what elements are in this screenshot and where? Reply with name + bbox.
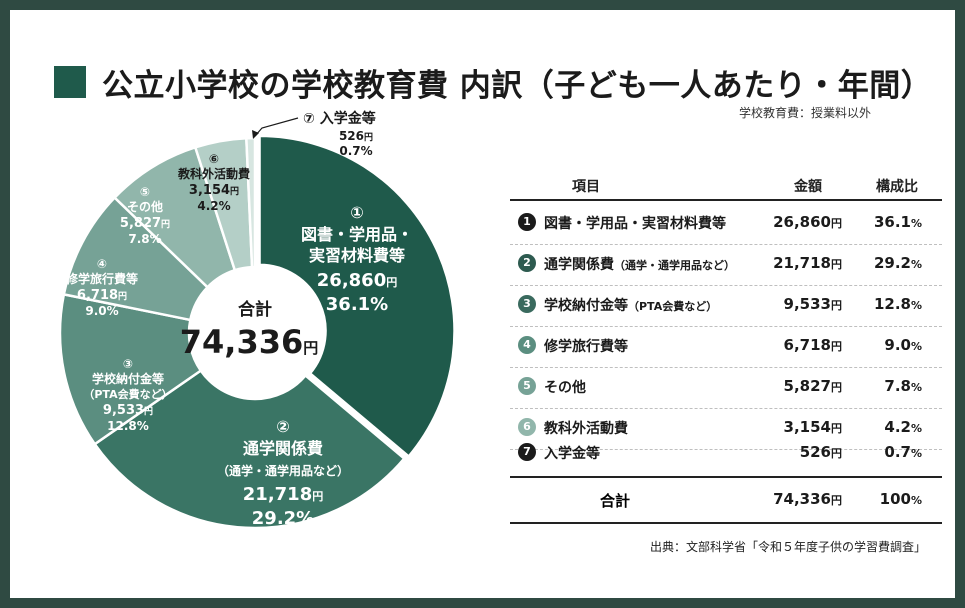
slice-number-label: ⑥ [209, 152, 219, 166]
slice-amount-label: 9,533円 [103, 403, 153, 418]
total-ratio: 100% [879, 490, 922, 508]
row-amount: 9,533円 [783, 295, 842, 313]
slice-number-label: ② [276, 417, 290, 436]
slice-number-label: ④ [97, 257, 107, 271]
row-label: 通学関係費（通学・通学用品など） [544, 257, 735, 273]
donut-center [190, 268, 320, 398]
slice-category-label: 図書・学用品・ [301, 225, 413, 244]
slice-category-label: 学校納付金等 [92, 371, 164, 386]
table-row: 1 図書・学用品・実習材料費等 26,860円 36.1% [510, 204, 942, 245]
table-row: 3 学校納付金等（PTA会費など） 9,533円 12.8% [510, 286, 942, 327]
row-ratio: 0.7% [884, 443, 922, 461]
donut-slice [245, 136, 257, 269]
slice-amount-label: 26,860円 [317, 270, 397, 291]
row-label: 図書・学用品・実習材料費等 [544, 216, 726, 232]
slice-category-label: その他 [127, 199, 163, 214]
row-amount: 6,718円 [783, 336, 842, 354]
table-row: 5 その他 5,827円 7.8% [510, 368, 942, 409]
slice-amount-label: 3,154円 [189, 183, 239, 198]
row-amount: 5,827円 [783, 377, 842, 395]
row-amount: 526円 [799, 443, 842, 461]
center-total-value: 74,336円 [180, 323, 319, 361]
slice-amount-label: 5,827円 [120, 216, 170, 231]
callout-arrowhead [252, 130, 259, 139]
table-row: 6 教科外活動費 3,154円 4.2% [510, 409, 942, 450]
total-amount: 74,336円 [773, 490, 842, 508]
slice-category-label: （PTA会費など） [83, 387, 172, 401]
row-amount: 21,718円 [773, 254, 842, 272]
donut-slice [258, 134, 456, 459]
row-amount: 3,154円 [783, 418, 842, 436]
row-number-badge: 2 [518, 254, 536, 272]
row-label: その他 [544, 380, 586, 396]
row-amount: 26,860円 [773, 213, 842, 231]
row-ratio: 4.2% [884, 418, 922, 436]
total-label: 合計 [600, 492, 631, 510]
row-label: 修学旅行費等 [544, 339, 628, 355]
title-marker [54, 66, 86, 98]
row-ratio: 29.2% [873, 254, 922, 272]
slice-number-label: ⑤ [140, 185, 150, 199]
table-row: 4 修学旅行費等 6,718円 9.0% [510, 327, 942, 368]
slice-category-label: 通学関係費 [243, 439, 323, 458]
slice-amount-label: 6,718円 [77, 288, 127, 303]
row-number-badge: 6 [518, 418, 536, 436]
slice-percent-label: 29.2% [252, 508, 314, 529]
slice-percent-label: 12.8% [107, 419, 149, 433]
table-header-ratio: 構成比 [876, 179, 918, 195]
table-row: 7 入学金等 526円 0.7% [510, 434, 942, 474]
row-number-badge: 3 [518, 295, 536, 313]
row-number-badge: 1 [518, 213, 536, 231]
row-label: 入学金等 [544, 446, 600, 462]
slice-number-label: ① [350, 203, 364, 222]
center-total-label: 合計 [238, 299, 272, 320]
row-ratio: 36.1% [873, 213, 922, 231]
row-ratio: 9.0% [884, 336, 922, 354]
slice-category-label: （通学・通学用品など） [217, 463, 349, 478]
row-number-badge: 5 [518, 377, 536, 395]
table-row: 2 通学関係費（通学・通学用品など） 21,718円 29.2% [510, 245, 942, 286]
slice-category-label: 実習材料費等 [309, 246, 405, 265]
donut-slice [93, 368, 406, 530]
slice-percent-label: 7.8% [128, 232, 161, 246]
slice-callout-label: ⑦ 入学金等 [303, 110, 376, 127]
callout-leader-line [254, 117, 299, 137]
slice-category-label: 教科外活動費 [177, 166, 250, 181]
slice-percent-label: 0.7% [339, 144, 372, 158]
subtitle-note: 学校教育費：授業料以外 [739, 106, 872, 120]
row-number-badge: 4 [518, 336, 536, 354]
table-header-amount: 金額 [794, 179, 822, 195]
row-label: 学校納付金等（PTA会費など） [544, 298, 718, 314]
slice-percent-label: 36.1% [326, 294, 388, 315]
page-title: 公立小学校の学校教育費 内訳（子ども一人あたり・年間） [102, 68, 933, 104]
table-header-rule [510, 199, 942, 201]
slice-amount-label: 21,718円 [243, 484, 323, 505]
slice-amount-label: 526円 [339, 129, 373, 143]
source-note: 出典：文部科学省「令和５年度子供の学習費調査」 [650, 540, 927, 554]
table-header-item: 項目 [572, 179, 600, 195]
slice-percent-label: 4.2% [197, 199, 230, 213]
row-ratio: 7.8% [884, 377, 922, 395]
row-number-badge: 7 [518, 443, 536, 461]
table-total-row: 合計 74,336円 100% [510, 476, 942, 524]
slice-percent-label: 9.0% [85, 304, 118, 318]
row-label: 教科外活動費 [544, 421, 628, 437]
donut-slice [58, 292, 203, 446]
row-ratio: 12.8% [873, 295, 922, 313]
slice-number-label: ③ [123, 357, 133, 371]
slice-category-label: 修学旅行費等 [65, 271, 138, 286]
